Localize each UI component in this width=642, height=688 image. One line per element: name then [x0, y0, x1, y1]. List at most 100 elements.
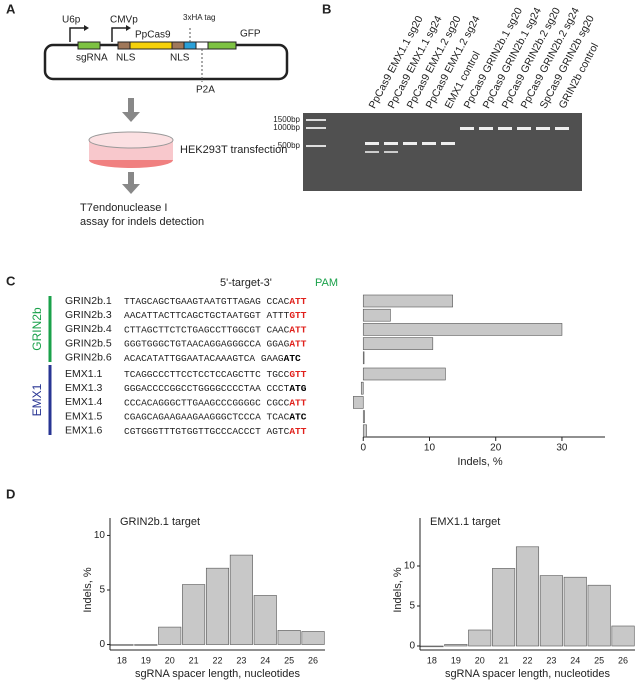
label: T7endonuclease I	[80, 202, 167, 214]
target: ACACATATTGGAATACAAAGTCA GAAG	[124, 352, 284, 363]
bar	[110, 644, 134, 646]
row-label: GRIN2b.6	[65, 352, 112, 364]
label: HEK293T transfection	[180, 144, 287, 156]
y-tick-label: 0	[99, 639, 105, 650]
gel-band	[384, 151, 398, 153]
target: GGGACCCCGGCCTGGGGCCCCTAA CCCT	[124, 383, 290, 394]
label: P2A	[196, 85, 215, 96]
x-tick-label: 26	[308, 655, 318, 665]
gel-band	[365, 142, 379, 145]
x-tick-label: 24	[570, 655, 580, 665]
bar	[563, 576, 587, 647]
label: NLS	[170, 53, 190, 64]
bar	[362, 323, 563, 336]
target: CGTGGGTTTGTGGTTGCCCACCCT AGTC	[124, 425, 290, 436]
x-tick-label: 23	[546, 655, 556, 665]
panel-letter: D	[6, 486, 15, 501]
sequence: GGGTGGGCTGTAACAGGAGGGCCA GGAGATT	[124, 338, 307, 349]
target: CCCACAGGGCTTGAAGCCCGGGGC CGCC	[124, 397, 290, 408]
group-label: GRIN2b	[30, 307, 44, 351]
sequence: CGTGGGTTTGTGGTTGCCCACCCT AGTCATT	[124, 425, 307, 436]
target: TCAGGCCCTTCCTCCTCCAGCTTC TGCC	[124, 369, 290, 380]
pam: ATT	[289, 425, 306, 436]
label: NLS	[116, 53, 136, 64]
ladder-band	[306, 145, 326, 147]
y-tick-label: 0	[409, 641, 415, 652]
sequence: AACATTACTTCAGCTGCTAATGGT ATTTGTT	[124, 310, 307, 321]
label: PpCas9	[135, 30, 171, 41]
row-label: EMX1.1	[65, 368, 103, 380]
plasmid	[43, 25, 289, 82]
x-axis-label: sgRNA spacer length, nucleotides	[445, 668, 611, 680]
gel-band	[441, 142, 455, 145]
bar	[362, 424, 367, 438]
sequence: CCCACAGGGCTTGAAGCCCGGGGC CGCCATT	[124, 397, 307, 408]
x-tick-label: 22	[212, 655, 222, 665]
bar	[277, 630, 301, 645]
column-header: PAM	[315, 277, 338, 289]
y-axis-label: Indels, %	[82, 567, 94, 612]
gel-band	[365, 151, 379, 153]
gel	[303, 113, 582, 191]
target: CTTAGCTTCTCTGAGCCTTGGCGT CAAC	[124, 324, 290, 335]
target: AACATTACTTCAGCTGCTAATGGT ATTT	[124, 310, 290, 321]
bar	[134, 644, 158, 646]
bar	[362, 294, 453, 308]
sequence: ACACATATTGGAATACAAAGTCA GAAGATC	[124, 352, 301, 363]
panel-letter: C	[6, 273, 16, 288]
bar	[362, 351, 365, 365]
y-axis-label: Indels, %	[392, 567, 404, 612]
label: U6p	[62, 15, 81, 26]
label: 3xHA tag	[183, 13, 215, 22]
row-label: GRIN2b.1	[65, 295, 112, 307]
arrows-dish	[88, 98, 174, 194]
bar	[362, 308, 391, 322]
x-tick-label: 19	[451, 655, 461, 665]
gel-band	[555, 127, 569, 130]
gel-marker: 1000bp	[273, 123, 300, 132]
bar	[468, 629, 492, 647]
bar	[362, 410, 365, 423]
bar	[182, 584, 206, 645]
sequence: CTTAGCTTCTCTGAGCCTTGGCGT CAACATT	[124, 324, 307, 335]
row-label: EMX1.6	[65, 425, 103, 437]
pam: ATT	[289, 296, 306, 307]
bar	[587, 584, 611, 647]
bar	[353, 396, 364, 409]
x-tick-label: 20	[490, 443, 502, 454]
x-tick-label: 23	[236, 655, 246, 665]
bar	[362, 337, 434, 350]
gel-band	[536, 127, 550, 130]
x-axis-label: sgRNA spacer length, nucleotides	[135, 668, 301, 680]
ladder-band	[306, 127, 326, 129]
x-tick-label: 20	[165, 655, 175, 665]
row-label: GRIN2b.3	[65, 309, 112, 321]
chart-title: GRIN2b.1 target	[120, 516, 200, 528]
gel-band	[403, 142, 417, 145]
row-label: EMX1.3	[65, 382, 103, 394]
gel-marker: 1500bp	[273, 115, 300, 124]
panel-letter: A	[6, 1, 16, 16]
target: CGAGCAGAAGAAGAAGGGCTCCCA TCAC	[124, 411, 290, 422]
label: GFP	[240, 29, 261, 40]
panel-letter: B	[322, 1, 331, 16]
x-tick-label: 18	[117, 655, 127, 665]
x-tick-label: 21	[189, 655, 199, 665]
pam: ATC	[284, 352, 301, 363]
target: GGGTGGGCTGTAACAGGAGGGCCA GGAG	[124, 338, 290, 349]
x-tick-label: 19	[141, 655, 151, 665]
ladder-band	[306, 119, 326, 121]
x-axis-label: Indels, %	[457, 456, 502, 468]
group-label: EMX1	[30, 383, 44, 416]
x-tick-label: 26	[618, 655, 628, 665]
x-tick-label: 0	[360, 443, 366, 454]
bar	[515, 546, 540, 647]
y-tick-label: 5	[99, 585, 105, 596]
chart-title: EMX1.1 target	[430, 516, 500, 528]
target: TTAGCAGCTGAAGTAATGTTAGAG CCAC	[124, 296, 290, 307]
pam: GTT	[289, 310, 306, 321]
bar	[444, 644, 468, 647]
sequence: CGAGCAGAAGAAGAAGGGCTCCCA TCACATC	[124, 411, 307, 422]
bar	[362, 367, 446, 381]
gel-band	[460, 127, 474, 130]
